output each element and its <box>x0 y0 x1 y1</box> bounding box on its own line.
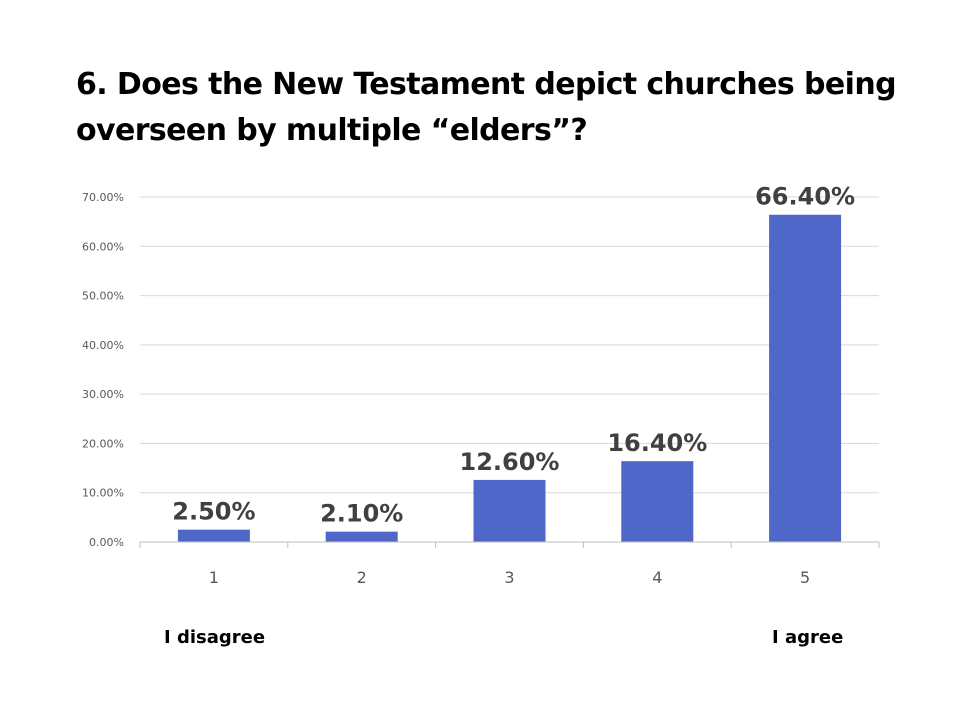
x-axis <box>139 541 880 548</box>
x-axis-ticks: 1 2 3 4 5 <box>209 568 810 587</box>
y-tick-label: 30.00% <box>82 388 124 401</box>
data-label: 2.10% <box>320 500 403 528</box>
data-label: 66.40% <box>755 183 855 211</box>
y-tick-label: 40.00% <box>82 339 124 352</box>
y-tick-label: 60.00% <box>82 240 124 253</box>
x-tick-label: 4 <box>652 568 662 587</box>
data-label: 2.50% <box>172 498 255 526</box>
data-labels: 2.50% 2.10% 12.60% 16.40% 66.40% <box>172 183 855 528</box>
y-axis-ticks: 0.00% 10.00% 20.00% 30.00% 40.00% 50.00% 60.00… <box>82 191 124 549</box>
scale-label-disagree: I disagree <box>164 627 266 648</box>
y-tick-label: 50.00% <box>82 290 124 303</box>
y-tick-label: 0.00% <box>89 536 124 549</box>
bar-5 <box>769 214 842 542</box>
scale-label-agree: I agree <box>772 627 844 648</box>
x-tick-label: 5 <box>800 568 810 587</box>
y-tick-label: 20.00% <box>82 437 124 450</box>
gridlines <box>140 196 879 494</box>
y-tick-label: 10.00% <box>82 487 124 500</box>
bars <box>177 214 842 542</box>
data-label: 16.40% <box>607 429 707 457</box>
bar-1 <box>177 529 250 542</box>
chart-title: 6. Does the New Testament depict churche… <box>76 67 897 148</box>
x-tick-label: 3 <box>504 568 514 587</box>
bar-2 <box>325 531 398 542</box>
bar-4 <box>621 461 694 542</box>
y-tick-label: 70.00% <box>82 191 124 204</box>
data-label: 12.60% <box>460 448 560 476</box>
x-tick-label: 1 <box>209 568 219 587</box>
bar-3 <box>473 479 546 542</box>
x-tick-label: 2 <box>357 568 367 587</box>
